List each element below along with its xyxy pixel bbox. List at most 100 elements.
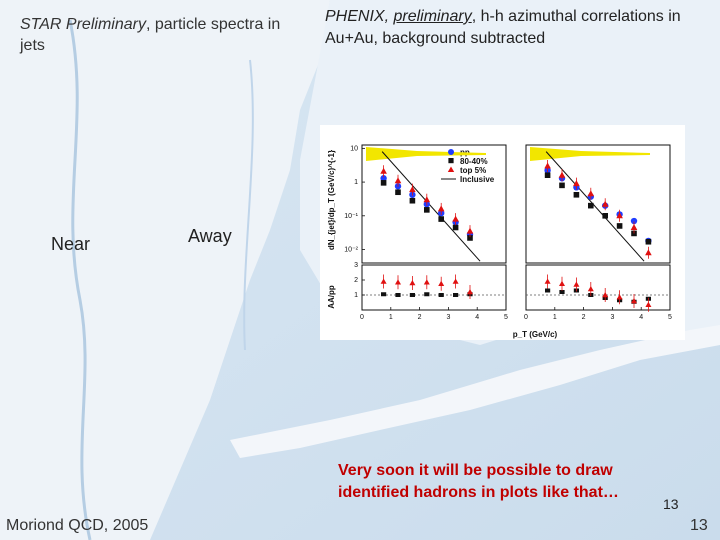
xlabel: p_T (GeV/c): [513, 330, 558, 339]
away-ratio-top5-point: [645, 301, 652, 307]
away-80-40-point: [602, 213, 608, 219]
star-caption-rest: , particle spectra in jets: [20, 16, 281, 54]
footer-page-number: 13: [690, 517, 708, 534]
near-ratio-top5-point: [467, 289, 473, 295]
away-xtick-label: 0: [524, 314, 528, 321]
away-top5-point: [630, 223, 638, 230]
star-caption-italic: STAR Preliminary: [20, 16, 146, 33]
near-xtick-label: 5: [504, 314, 508, 321]
away-inclusive-line: [545, 151, 645, 262]
note-text: Very soon it will be possible to draw id…: [338, 462, 619, 501]
away-top5-point: [573, 180, 580, 187]
away-ratio-top5-point: [544, 278, 551, 284]
near-xtick-label: 0: [360, 314, 364, 321]
near-ratio-top5-point: [409, 280, 416, 286]
away-ratio-80-40-point: [559, 290, 565, 294]
footer-conference: Moriond QCD, 2005: [6, 517, 149, 534]
away-top5-point: [645, 249, 652, 256]
near-xtick-label: 4: [475, 314, 479, 321]
away-xtick-label: 5: [668, 314, 672, 321]
away-top5-point: [587, 190, 595, 197]
near-ratio-80-40-point: [438, 293, 444, 297]
near-ratio-80-40-point: [453, 293, 459, 297]
away-ratio-80-40-point: [545, 288, 551, 293]
away-xtick-label: 1: [553, 314, 557, 321]
near-upper-frame: [361, 144, 507, 264]
away-xtick-label: 2: [582, 314, 586, 321]
near-xtick-label: 3: [446, 314, 450, 321]
away-label: Away: [188, 226, 232, 246]
legend-entry-inclusive: Inclusive: [460, 175, 495, 184]
near-lower-frame: [361, 264, 507, 311]
away-xtick-label: 4: [639, 314, 643, 321]
lower-ylabel: AA/pp: [327, 285, 336, 309]
phenix-caption-part3: , h-h azimuthal correlations in Au+Au, b…: [325, 8, 681, 47]
legend-marker-80-40: [448, 158, 454, 164]
near-80-40-point: [467, 235, 473, 241]
near-top5-point: [437, 205, 445, 212]
near-80-40-point: [380, 180, 387, 186]
star-caption: STAR Preliminary, particle spectra in je…: [20, 14, 300, 56]
away-top5-point: [558, 171, 566, 178]
legend-entry-80-40: 80-40%: [460, 157, 488, 166]
away-80-40-point: [588, 202, 594, 209]
near-ratio-top5-point: [452, 278, 459, 284]
phenix-caption-part1: PHENIX,: [325, 8, 394, 25]
away-ratio-top5-point: [631, 298, 637, 304]
near-pp-point: [380, 175, 387, 182]
near-ratio-80-40-point: [381, 292, 387, 297]
away-top5-point: [616, 212, 623, 219]
near-80-40-point: [452, 224, 459, 231]
near-ratio-top5-point: [395, 279, 401, 285]
phenix-caption-part2: preliminary: [393, 8, 472, 25]
near-top5-point: [466, 227, 474, 234]
away-ratio-top5-point: [573, 281, 580, 287]
near-systematic-band: [366, 147, 486, 161]
near-ratio-top5-point: [423, 279, 430, 285]
lower-ytick-label: 2: [354, 277, 358, 284]
legend-marker-pp: [448, 149, 454, 155]
away-pp-point: [630, 217, 638, 225]
near-xtick-label: 2: [418, 314, 422, 321]
upper-ytick-label: 1: [354, 179, 358, 186]
away-80-40-point: [559, 182, 565, 189]
away-80-40-point: [616, 223, 623, 229]
near-ratio-80-40-point: [395, 293, 401, 297]
near-80-40-point: [424, 207, 430, 213]
away-80-40-point: [573, 191, 580, 198]
near-80-40-point: [409, 197, 416, 204]
lower-ytick-label: 3: [354, 262, 358, 269]
near-top5-point: [409, 186, 416, 193]
near-top5-point: [380, 167, 387, 174]
upper-ytick-label: 10⁻²: [344, 247, 358, 254]
legend-entry-top5: top 5%: [460, 166, 486, 175]
away-ratio-top5-point: [587, 286, 594, 292]
near-ratio-top5-point: [380, 278, 387, 284]
away-ratio-top5-point: [559, 280, 565, 286]
inline-page-number: 13: [663, 496, 679, 512]
near-ratio-80-40-point: [409, 293, 415, 297]
away-top5-point: [544, 162, 551, 169]
away-top5-point: [601, 200, 609, 207]
near-top5-point: [452, 215, 459, 222]
near-top5-point: [394, 177, 402, 184]
near-80-40-point: [438, 216, 444, 222]
away-80-40-point: [645, 238, 652, 245]
phenix-caption: PHENIX, preliminary, h-h azimuthal corre…: [325, 6, 720, 50]
correlation-plot: dN_{jet}/dp_T (GeV/c)^{-1} AA/pp p_T (Ge…: [320, 125, 685, 340]
away-ratio-top5-point: [602, 292, 609, 298]
near-ratio-80-40-point: [424, 292, 430, 297]
near-xtick-label: 1: [389, 314, 393, 321]
lower-ytick-label: 1: [354, 292, 358, 299]
away-ratio-top5-point: [616, 294, 623, 300]
legend-marker-top5: [447, 166, 455, 172]
near-inclusive-line: [381, 151, 481, 262]
away-lower-frame: [525, 264, 671, 311]
away-upper-frame: [525, 144, 671, 264]
upper-ytick-label: 10⁻¹: [344, 213, 358, 220]
near-ratio-top5-point: [438, 280, 445, 286]
near-label: Near: [51, 234, 91, 254]
away-systematic-band: [530, 147, 650, 161]
away-80-40-point: [544, 172, 551, 179]
near-top5-point: [423, 196, 431, 203]
